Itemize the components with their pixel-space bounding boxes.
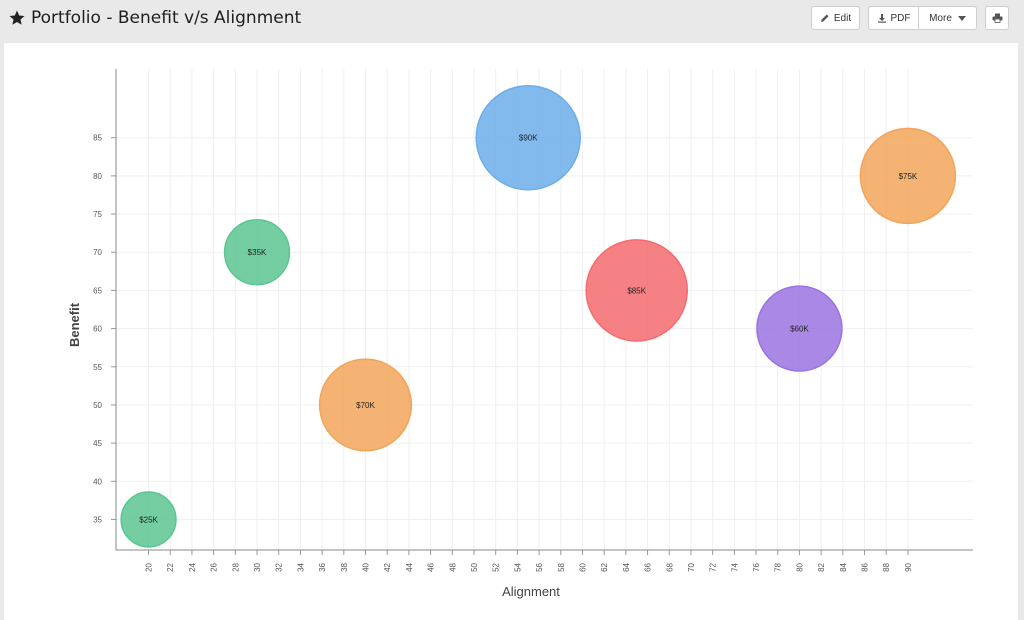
x-tick-label: 62: [600, 562, 609, 571]
x-tick-label: 20: [145, 562, 154, 571]
x-tick-label: 46: [427, 562, 436, 571]
x-tick-label: 84: [839, 562, 848, 571]
bubble-point[interactable]: [859, 127, 957, 225]
y-tick-label: 75: [93, 210, 102, 219]
x-tick-label: 66: [644, 562, 653, 571]
x-tick-label: 32: [275, 562, 284, 571]
x-tick-label: 44: [405, 562, 414, 571]
x-tick-label: 30: [253, 562, 262, 571]
y-axis-title: Benefit: [67, 302, 82, 347]
title-group: Portfolio - Benefit v/s Alignment: [8, 8, 301, 28]
x-tick-label: 36: [318, 562, 327, 571]
x-tick-label: 78: [774, 562, 783, 571]
chart-axes: 20 22 24 26 28 30 32 34 36 38 40 42 44 46 48 50 52 54 56 58…: [93, 69, 973, 572]
y-tick-label: 35: [93, 515, 102, 524]
x-tick-label: 72: [709, 562, 718, 571]
y-tick-label: 65: [93, 286, 102, 295]
bubble-data-label: $85K: [627, 286, 646, 295]
x-tick-label: 68: [665, 562, 674, 571]
bubble-data-label: $75K: [899, 172, 918, 181]
chevron-down-icon: [957, 15, 966, 21]
y-tick-label: 50: [93, 401, 102, 410]
star-icon[interactable]: [8, 9, 26, 27]
x-tick-label: 76: [752, 562, 761, 571]
download-icon: [877, 14, 886, 23]
x-tick-label: 26: [210, 562, 219, 571]
x-tick-label: 58: [557, 562, 566, 571]
x-tick-label: 24: [188, 562, 197, 571]
page-title: Portfolio - Benefit v/s Alignment: [31, 8, 302, 28]
pdf-button-label: PDF: [890, 12, 911, 24]
bubble-point[interactable]: [120, 491, 177, 548]
x-tick-label: 86: [861, 562, 870, 571]
y-tick-label: 45: [93, 439, 102, 448]
more-button-label: More: [929, 12, 952, 24]
y-tick-label: 55: [93, 363, 102, 372]
x-tick-label: 22: [166, 562, 175, 571]
bubble-data-label: $35K: [248, 248, 267, 257]
x-tick-label: 90: [904, 562, 913, 571]
x-tick-label: 56: [535, 562, 544, 571]
pdf-button[interactable]: PDF: [868, 6, 919, 30]
bubble-point[interactable]: [475, 84, 581, 191]
x-tick-label: 52: [492, 562, 501, 571]
x-tick-label: 42: [383, 562, 392, 571]
y-tick-label: 60: [93, 325, 102, 334]
x-tick-label: 48: [448, 562, 457, 571]
header-bar: Portfolio - Benefit v/s Alignment Edit P…: [0, 0, 1024, 42]
bubble-series: $25K $35K $70K $90K $85K $60K $75K: [120, 84, 957, 548]
bubble-point[interactable]: [223, 219, 291, 286]
x-tick-label: 64: [622, 562, 631, 571]
y-tick-label: 80: [93, 172, 102, 181]
bubble-point[interactable]: [585, 239, 688, 342]
x-tick-label: 80: [795, 562, 804, 571]
y-tick-label: 40: [93, 477, 102, 486]
x-tick-label: 34: [296, 562, 305, 571]
x-tick-label: 38: [340, 562, 349, 571]
more-dropdown-button[interactable]: More: [918, 6, 977, 30]
pencil-icon: [820, 14, 829, 22]
x-tick-label: 70: [687, 562, 696, 571]
x-tick-label: 60: [578, 562, 587, 571]
x-tick-label: 88: [882, 562, 891, 571]
chart-panel: 20 22 24 26 28 30 32 34 36 38 40 42 44 46 48 50 52 54 56 58…: [4, 43, 1018, 620]
print-icon: [992, 13, 1002, 23]
bubble-data-label: $60K: [790, 325, 809, 334]
bubble-data-label: $90K: [519, 134, 538, 143]
x-tick-label: 50: [470, 562, 479, 571]
bubble-point[interactable]: [318, 358, 413, 452]
x-tick-label: 28: [231, 562, 240, 571]
bubble-chart: 20 22 24 26 28 30 32 34 36 38 40 42 44 46 48 50 52 54 56 58…: [67, 69, 973, 599]
print-button[interactable]: [985, 6, 1009, 30]
x-tick-label: 82: [817, 562, 826, 571]
x-tick-label: 54: [513, 562, 522, 571]
x-tick-label: 74: [730, 562, 739, 571]
y-tick-label: 70: [93, 248, 102, 257]
x-tick-label: 40: [362, 562, 371, 571]
bubble-data-label: $70K: [356, 401, 375, 410]
bubble-data-label: $25K: [139, 515, 158, 524]
x-axis-title: Alignment: [502, 584, 560, 599]
y-tick-label: 85: [93, 134, 102, 143]
bubble-point[interactable]: [756, 285, 843, 372]
edit-button[interactable]: Edit: [811, 6, 860, 30]
edit-button-label: Edit: [833, 12, 852, 24]
